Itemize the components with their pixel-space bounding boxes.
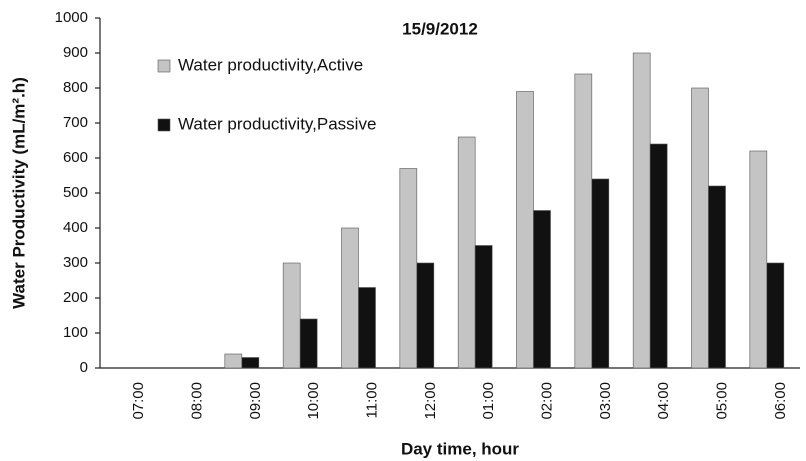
bar bbox=[457, 136, 476, 369]
y-axis-title: Water Productivity (mL/m².h) bbox=[9, 77, 28, 309]
x-tick-label: 03:00 bbox=[597, 382, 614, 420]
bar bbox=[299, 318, 318, 369]
x-tick-label: 12:00 bbox=[422, 382, 439, 420]
chart-title: 15/9/2012 bbox=[402, 19, 478, 38]
bar bbox=[749, 150, 768, 369]
bar bbox=[649, 143, 668, 369]
bar bbox=[341, 227, 359, 369]
bar bbox=[399, 168, 418, 369]
y-tick-label: 900 bbox=[63, 44, 88, 61]
x-tick-label: 05:00 bbox=[713, 382, 730, 420]
x-tick-label: 09:00 bbox=[247, 382, 264, 420]
legend-label: Water productivity,Active bbox=[178, 55, 363, 74]
bar bbox=[516, 91, 534, 369]
bar bbox=[632, 52, 651, 369]
x-tick-label: 10:00 bbox=[305, 382, 322, 420]
y-tick-label: 1000 bbox=[55, 9, 88, 26]
y-tick-label: 0 bbox=[80, 359, 88, 376]
bar bbox=[591, 178, 610, 369]
bar bbox=[708, 185, 726, 369]
bar bbox=[241, 357, 260, 369]
bar bbox=[691, 87, 709, 369]
y-tick-label: 800 bbox=[63, 79, 88, 96]
x-tick-label: 07:00 bbox=[130, 382, 147, 420]
x-tick-label: 11:00 bbox=[363, 382, 380, 418]
x-tick-label: 01:00 bbox=[480, 382, 497, 420]
bar bbox=[766, 262, 785, 369]
legend-swatch bbox=[157, 118, 171, 132]
bar bbox=[574, 73, 593, 369]
x-tick-label: 02:00 bbox=[538, 382, 555, 420]
y-tick-label: 700 bbox=[63, 114, 88, 131]
bar bbox=[224, 353, 243, 369]
y-tick-label: 400 bbox=[63, 219, 88, 236]
y-tick-label: 500 bbox=[63, 184, 88, 201]
bar bbox=[533, 210, 551, 369]
x-tick-label: 08:00 bbox=[188, 382, 205, 420]
x-tick-label: 04:00 bbox=[655, 382, 672, 420]
y-tick-label: 200 bbox=[63, 289, 88, 306]
legend-label: Water productivity,Passive bbox=[178, 114, 376, 133]
legend-swatch bbox=[157, 59, 171, 73]
y-tick-label: 300 bbox=[63, 254, 88, 271]
bar bbox=[358, 287, 376, 369]
x-axis-title: Day time, hour bbox=[401, 439, 519, 458]
bar bbox=[282, 262, 301, 369]
x-tick-label: 06:00 bbox=[772, 382, 789, 420]
y-tick-label: 600 bbox=[63, 149, 88, 166]
y-tick-label: 100 bbox=[63, 324, 88, 341]
bar bbox=[416, 262, 435, 369]
bar bbox=[474, 245, 493, 369]
